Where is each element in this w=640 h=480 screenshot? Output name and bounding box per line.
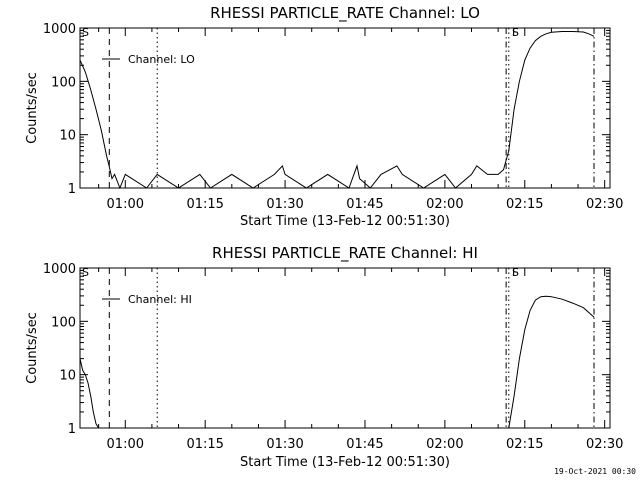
x-tick-label: 01:15 [186, 437, 223, 452]
legend-label: Channel: HI [128, 293, 192, 306]
y-axis-title: Counts/sec [25, 312, 40, 384]
chart-panel-2: RHESSI PARTICLE_RATE Channel: HI 1 10 100 10… [25, 244, 623, 470]
plot-frame [79, 27, 611, 189]
y-tick-label: 10 [59, 369, 76, 384]
x-tick-label: 01:30 [266, 197, 303, 212]
x-tick-label: 01:00 [107, 197, 144, 212]
marker-label: F [512, 266, 518, 279]
marker-label: S [82, 26, 89, 39]
x-axis-title: Start Time (13-Feb-12 00:51:30) [240, 214, 450, 229]
x-tick-label: 02:00 [426, 437, 463, 452]
chart-title: RHESSI PARTICLE_RATE Channel: HI [212, 244, 478, 263]
x-tick-label: 01:45 [346, 197, 383, 212]
y-axis-title: Counts/sec [25, 72, 40, 144]
y-tick-label: 1 [68, 422, 76, 437]
plot-frame [79, 267, 611, 429]
y-tick-label: 1000 [43, 262, 76, 277]
chart-panel-1: RHESSI PARTICLE_RATE Channel: LO 1 10 100 10… [25, 4, 623, 229]
x-tick-label: 02:30 [586, 197, 623, 212]
marker-label: S [512, 266, 519, 279]
x-tick-label: 01:45 [346, 437, 383, 452]
marker-label: F [512, 26, 518, 39]
x-tick-label: 02:30 [586, 437, 623, 452]
chart-title: RHESSI PARTICLE_RATE Channel: LO [210, 4, 480, 23]
x-tick-label: 01:15 [186, 197, 223, 212]
marker-label: S [82, 266, 89, 279]
y-tick-label: 10 [59, 129, 76, 144]
y-tick-label: 100 [51, 75, 76, 90]
x-tick-label: 01:00 [107, 437, 144, 452]
x-tick-label: 02:00 [426, 197, 463, 212]
y-tick-label: 1 [68, 182, 76, 197]
legend-label: Channel: LO [128, 53, 195, 66]
y-tick-label: 100 [51, 315, 76, 330]
x-tick-label: 01:30 [266, 437, 303, 452]
x-axis-title: Start Time (13-Feb-12 00:51:30) [240, 455, 450, 470]
footer-timestamp: 19-Oct-2021 00:30 [554, 467, 636, 476]
series-line-1 [79, 295, 595, 429]
marker-label: S [512, 26, 519, 39]
series-line-1 [79, 31, 595, 190]
y-tick-label: 1000 [43, 22, 76, 37]
x-tick-label: 02:15 [506, 437, 543, 452]
x-tick-label: 02:15 [506, 197, 543, 212]
